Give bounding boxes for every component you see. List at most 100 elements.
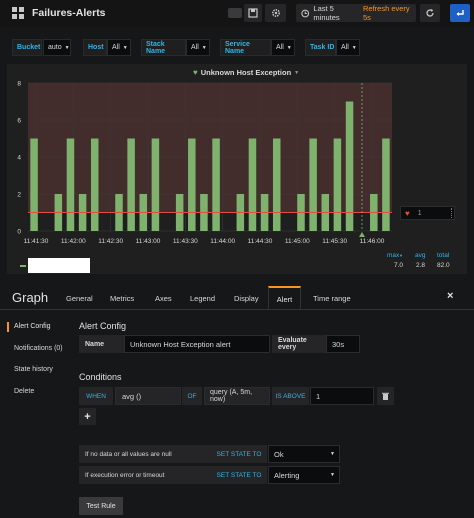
alert-config-heading: Alert Config (79, 321, 127, 331)
bar (151, 138, 160, 231)
when-keyword: WHEN (79, 387, 113, 405)
legend-header-avg[interactable]: avg (415, 252, 426, 259)
caret-down-icon: ▼ (64, 44, 70, 51)
y-tick-label: 2 (17, 192, 21, 199)
y-tick-label: 4 (17, 155, 21, 162)
alert-name-input[interactable]: Unknown Host Exception alert (124, 335, 270, 353)
x-tick-label: 11:42:00 (61, 238, 86, 245)
legend-value-max: 7.0 (394, 262, 404, 269)
y-tick-label: 0 (17, 229, 21, 236)
no-data-set-state: SET STATE TO (211, 445, 267, 463)
caret-down-icon: ▼ (122, 44, 128, 51)
of-keyword: OF (182, 387, 202, 405)
refresh-icon (426, 9, 434, 17)
add-condition-button[interactable]: + (79, 408, 96, 425)
bar (333, 138, 342, 231)
remove-condition-button[interactable] (377, 387, 394, 405)
reducer-select[interactable]: avg () (115, 387, 181, 405)
legend-value-avg: 2.8 (416, 262, 426, 269)
tab-time-range[interactable]: Time range (313, 294, 351, 303)
error-state-select[interactable]: Alerting ▼ (268, 466, 340, 484)
bar (127, 138, 135, 231)
legend-header-total[interactable]: total (437, 252, 450, 259)
no-data-state-select[interactable]: Ok ▼ (268, 445, 340, 463)
caret-down-icon: ▼ (286, 44, 292, 51)
var-label-host: Host (83, 39, 107, 56)
var-select-task-id[interactable]: All ▼ (336, 39, 360, 56)
bar (66, 138, 75, 231)
bar (248, 138, 257, 231)
error-set-state: SET STATE TO (211, 466, 267, 484)
x-tick-label: 11:44:00 (210, 238, 235, 245)
no-data-label: If no data or all values are null (79, 445, 211, 463)
conditions-heading: Conditions (79, 372, 122, 382)
bar (90, 138, 99, 231)
var-select-bucket[interactable]: auto ▼ (43, 39, 71, 56)
tab-divider (0, 309, 474, 310)
side-nav-state-history[interactable]: State history (14, 366, 53, 373)
time-range-label: Last 5 minutes (313, 4, 340, 22)
bar (212, 138, 220, 231)
bar (309, 138, 317, 231)
side-nav-alert-config[interactable]: Alert Config (14, 323, 51, 330)
time-picker-button[interactable]: Last 5 minutes Refresh every 5s (296, 4, 416, 22)
var-select-host[interactable]: All ▼ (107, 39, 131, 56)
caret-down-icon: ▼ (399, 253, 403, 258)
var-label-service-name: Service Name (220, 39, 271, 56)
caret-down-icon: ▼ (201, 44, 207, 51)
side-nav-delete[interactable]: Delete (14, 388, 35, 395)
threshold-value: 1 (417, 209, 422, 217)
save-icon (248, 8, 258, 18)
bar (188, 138, 196, 231)
bar (345, 101, 354, 231)
save-button[interactable] (244, 4, 262, 22)
x-tick-label: 11:41:30 (24, 238, 49, 245)
back-to-dashboard-button[interactable] (450, 4, 470, 22)
name-label: Name (79, 335, 124, 353)
tab-display[interactable]: Display (234, 294, 259, 303)
var-label-bucket: Bucket (12, 39, 42, 56)
y-tick-label: 6 (17, 118, 21, 125)
bar (272, 138, 281, 231)
alert-area (28, 83, 392, 213)
side-nav-notifications[interactable]: Notifications (0) (14, 345, 63, 352)
x-tick-label: 11:43:30 (173, 238, 198, 245)
caret-down-icon: ▼ (294, 69, 300, 76)
tab-alert-label: Alert (276, 294, 293, 304)
y-tick-label: 8 (17, 81, 21, 88)
var-select-stack-name[interactable]: All ▼ (186, 39, 210, 56)
threshold-drag-icon[interactable] (451, 208, 453, 218)
var-value-task-id: All (341, 44, 349, 51)
tab-general[interactable]: General (66, 294, 93, 303)
close-icon[interactable]: × (447, 290, 454, 302)
tab-axes[interactable]: Axes (155, 294, 172, 303)
evaluate-every-input[interactable]: 30s (326, 335, 360, 353)
threshold-input[interactable]: 1 (310, 387, 374, 405)
refresh-button[interactable] (420, 4, 440, 22)
trash-icon (382, 392, 389, 400)
cycle-view-button[interactable] (228, 8, 242, 18)
test-rule-button[interactable]: Test Rule (79, 497, 123, 515)
tab-legend[interactable]: Legend (190, 294, 216, 303)
dashboard-title[interactable]: Failures-Alerts (32, 7, 106, 19)
gear-icon (271, 8, 280, 18)
side-nav-active-bar (7, 322, 9, 332)
caret-down-icon: ▼ (351, 44, 357, 51)
dashboard-grid-icon[interactable] (12, 7, 24, 19)
tab-alert-active[interactable]: Alert (268, 286, 301, 310)
threshold-handle[interactable]: ♥ 1 (400, 206, 455, 220)
broken-heart-icon: ♥ (405, 208, 410, 218)
var-value-stack-name: All (191, 44, 199, 51)
bar (382, 138, 390, 231)
evaluator-select[interactable]: IS ABOVE (272, 387, 309, 405)
settings-button[interactable] (265, 4, 286, 22)
legend-series-swatch (20, 265, 26, 267)
query-select[interactable]: query (A, 5m, now) (204, 387, 270, 405)
tab-metrics[interactable]: Metrics (110, 294, 135, 303)
alert-ok-marker (359, 232, 365, 237)
x-tick-label: 11:43:00 (136, 238, 161, 245)
panel-title[interactable]: ♥ Unknown Host Exception ▼ (193, 68, 299, 77)
var-select-service-name[interactable]: All ▼ (271, 39, 295, 56)
var-label-stack-name: Stack Name (141, 39, 186, 56)
legend-header-max[interactable]: max (387, 252, 400, 259)
